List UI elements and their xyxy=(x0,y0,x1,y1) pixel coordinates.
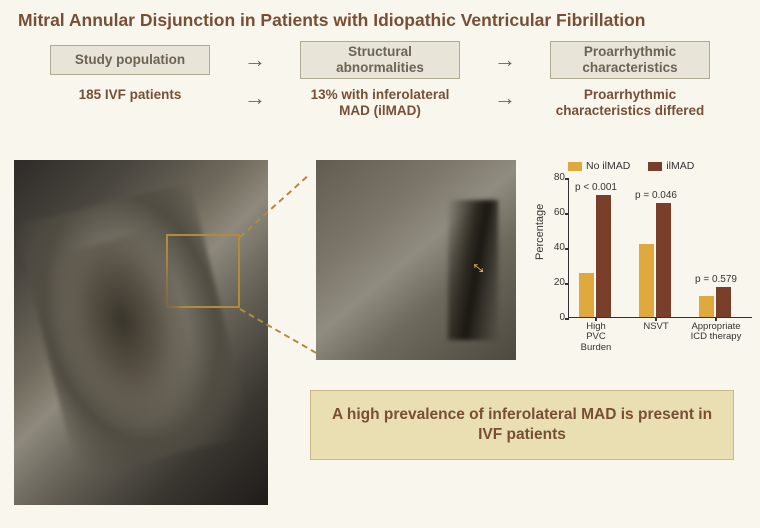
page-title: Mitral Annular Disjunction in Patients w… xyxy=(0,0,760,37)
flow-boxes-row: Study population → Structural abnormalit… xyxy=(0,37,760,81)
chart-bar xyxy=(639,244,654,318)
arrow-icon: → xyxy=(244,49,266,71)
chart-x-label: AppropriateICD therapy xyxy=(689,322,743,343)
subtext-population: 185 IVF patients xyxy=(50,87,210,103)
flow-box-proarrhythmic: Proarrhythmic characteristics xyxy=(550,41,710,79)
chart-plot-area: 020406080p < 0.001HighPVCBurdenp = 0.046… xyxy=(568,178,752,318)
chart-y-tick: 60 xyxy=(547,207,565,218)
chart-p-value: p = 0.046 xyxy=(635,190,677,201)
arrow-icon: → xyxy=(244,87,266,109)
main-figure-area: ↔ No ilMAD ilMAD Percentage 0 20 40 60 80 p <… xyxy=(14,160,746,520)
chart-bar xyxy=(699,296,714,317)
bar-chart: No ilMAD ilMAD Percentage 020406080p < 0… xyxy=(540,160,752,360)
chart-y-tick: 20 xyxy=(547,277,565,288)
chart-bar xyxy=(579,273,594,317)
mri-image-full xyxy=(14,160,268,505)
mri-image-zoom: ↔ xyxy=(316,160,516,360)
legend-item-no-ilmad: No ilMAD xyxy=(568,160,630,172)
chart-bar xyxy=(596,195,611,318)
roi-rectangle xyxy=(166,234,240,308)
chart-y-tick: 0 xyxy=(547,312,565,323)
subtext-proarrhythmic: Proarrhythmic characteristics differed xyxy=(550,87,710,119)
flow-box-population: Study population xyxy=(50,45,210,75)
chart-bar xyxy=(716,287,731,317)
chart-p-value: p < 0.001 xyxy=(575,182,617,193)
subtext-structural: 13% with inferolateral MAD (ilMAD) xyxy=(300,87,460,119)
conclusion-box: A high prevalence of inferolateral MAD i… xyxy=(310,390,734,460)
flow-box-structural: Structural abnormalities xyxy=(300,41,460,79)
flow-subtext-row: 185 IVF patients → 13% with inferolatera… xyxy=(0,81,760,121)
chart-bar xyxy=(656,203,671,317)
chart-y-tick: 40 xyxy=(547,242,565,253)
chart-x-label: NSVT xyxy=(629,322,683,332)
chart-y-axis-label: Percentage xyxy=(534,204,546,260)
chart-legend: No ilMAD ilMAD xyxy=(568,160,752,172)
chart-p-value: p = 0.579 xyxy=(695,274,737,285)
chart-y-tick: 80 xyxy=(547,172,565,183)
arrow-icon: → xyxy=(494,49,516,71)
chart-x-label: HighPVCBurden xyxy=(569,322,623,353)
legend-item-ilmad: ilMAD xyxy=(648,160,694,172)
mad-distance-arrow-icon: ↔ xyxy=(465,251,495,281)
arrow-icon: → xyxy=(494,87,516,109)
